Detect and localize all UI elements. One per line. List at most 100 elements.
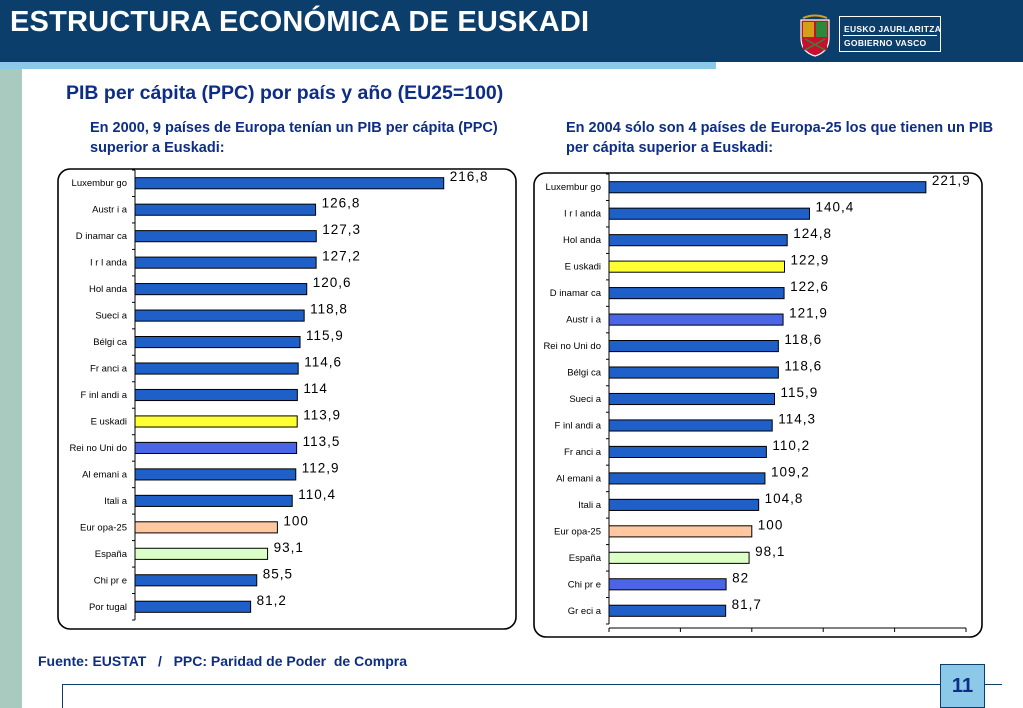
bar [134, 256, 317, 269]
logo-text-box: EUSKO JAURLARITZA GOBIERNO VASCO [839, 16, 941, 52]
category-label: Sueci a [95, 311, 127, 322]
value-label: 114,6 [304, 355, 342, 370]
bar [608, 498, 760, 511]
source-note: Fuente: EUSTAT / PPC: Paridad de Poder d… [38, 653, 407, 669]
value-label: 112,9 [302, 460, 340, 475]
value-label: 114,3 [778, 411, 816, 426]
value-label: 122,6 [790, 279, 829, 294]
category-label: Rei no Uni do [69, 443, 127, 454]
category-label: Al emani a [82, 469, 128, 480]
category-label: Hol anda [563, 235, 602, 246]
category-label: Hol anda [89, 284, 128, 295]
bottom-rule [62, 684, 1002, 708]
category-label: Al emani a [556, 473, 602, 484]
bar [134, 203, 317, 216]
category-label: D inamar ca [550, 288, 602, 299]
bar [608, 366, 779, 379]
category-label: Chi pr e [568, 579, 601, 590]
bar [134, 521, 278, 534]
category-label: Eur opa-25 [554, 526, 601, 537]
chart-2000: Luxembur go 216,8 Austr i a 126,8 D inamar c… [57, 168, 517, 630]
bar [134, 388, 298, 402]
bar [608, 234, 788, 247]
bar [608, 578, 727, 591]
value-label: 85,5 [263, 566, 293, 581]
bar [134, 283, 308, 296]
value-label: 109,2 [771, 464, 810, 479]
bar [134, 177, 445, 190]
category-label: Bélgi ca [567, 368, 602, 379]
bar [608, 340, 779, 353]
category-label: F inl andi a [81, 390, 128, 401]
bar [608, 260, 786, 273]
value-label: 118,6 [784, 332, 822, 347]
value-label: 81,2 [257, 593, 287, 608]
category-label: E uskadi [565, 262, 601, 273]
value-label: 122,9 [791, 253, 830, 268]
bar [134, 415, 298, 428]
category-label: I r l anda [90, 258, 128, 269]
chart-2004: Luxembur go 221,9 I r l anda 140,4 Hol anda 1… [533, 172, 983, 638]
category-label: Luxembur go [546, 182, 601, 193]
bar [134, 547, 269, 560]
value-label: 93,1 [274, 540, 304, 555]
category-label: Rei no Uni do [543, 341, 601, 352]
bar [134, 336, 301, 349]
logo-divider [843, 35, 937, 36]
logo-line-2: GOBIERNO VASCO [844, 38, 927, 48]
right-caption: En 2004 sólo son 4 países de Europa-25 l… [566, 120, 994, 156]
bar [608, 313, 784, 326]
bar [134, 309, 305, 322]
bar [608, 392, 776, 406]
bar [134, 468, 297, 481]
value-label: 100 [758, 517, 784, 532]
chart-subtitle: PIB per cápita (PPC) por país y año (EU2… [66, 82, 504, 104]
value-label: 140,4 [815, 200, 854, 215]
value-label: 216,8 [450, 169, 489, 184]
category-label: Chi pr e [94, 575, 127, 586]
category-label: Fr anci a [90, 364, 128, 375]
category-label: Itali a [578, 500, 601, 511]
bar [608, 287, 785, 300]
value-label: 110,4 [298, 487, 336, 502]
value-label: 118,8 [310, 302, 348, 317]
value-label: 113,5 [303, 434, 341, 449]
category-label: Fr anci a [564, 447, 602, 458]
category-label: Bélgi ca [93, 337, 128, 348]
left-caption: En 2000, 9 países de Europa tenían un PI… [90, 120, 498, 156]
category-label: Sueci a [569, 394, 601, 405]
bar [608, 181, 927, 194]
category-label: España [569, 553, 602, 564]
value-label: 115,9 [781, 385, 819, 400]
bar [608, 525, 753, 538]
bar [608, 472, 766, 485]
bar [608, 445, 767, 459]
value-label: 127,3 [322, 222, 361, 237]
value-label: 121,9 [789, 306, 828, 321]
bar [608, 551, 750, 564]
category-label: Eur opa-25 [80, 522, 127, 533]
value-label: 81,7 [732, 597, 762, 612]
value-label: 98,1 [755, 544, 785, 559]
value-label: 104,8 [765, 491, 804, 506]
value-label: 110,2 [772, 438, 810, 453]
category-label: Gr eci a [568, 606, 602, 617]
bar [134, 600, 252, 613]
value-label: 82 [732, 570, 749, 585]
coat-of-arms-icon [800, 14, 830, 57]
value-label: 118,6 [784, 359, 822, 374]
category-label: Por tugal [89, 602, 127, 613]
category-label: España [95, 549, 128, 560]
bar [134, 362, 299, 375]
value-label: 114 [303, 381, 328, 396]
category-label: Luxembur go [72, 178, 127, 189]
bar [134, 230, 317, 243]
header-bar: ESTRUCTURA ECONÓMICA DE EUSKADI EUSKO JA… [0, 0, 1023, 62]
value-label: 124,8 [793, 226, 832, 241]
bar [608, 419, 773, 432]
value-label: 126,8 [322, 196, 361, 211]
bar [134, 441, 298, 455]
category-label: Austr i a [92, 205, 128, 216]
page-number: 11 [940, 664, 985, 708]
category-label: F inl andi a [555, 420, 602, 431]
